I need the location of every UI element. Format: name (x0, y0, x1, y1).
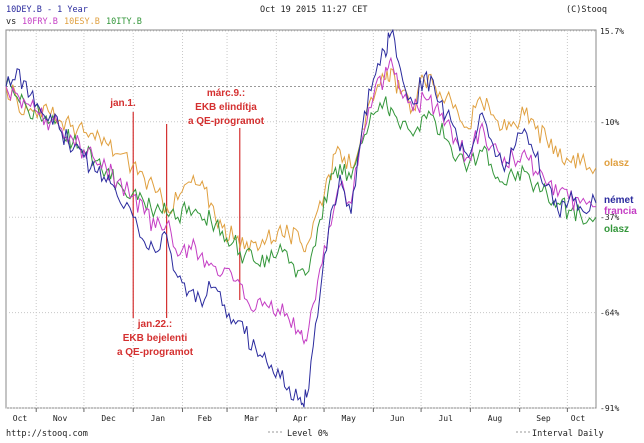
series-line-esy (5, 68, 597, 253)
x-tick-label: Dec (101, 414, 116, 423)
y-tick-label: -64% (600, 309, 619, 318)
y-tick-label: -91% (600, 404, 619, 413)
annotation-jan22-line3: a QE-programot (117, 347, 194, 358)
x-tick-label: Oct (13, 414, 28, 423)
annotation-jan1: jan.1. (109, 98, 136, 109)
grid (6, 30, 596, 409)
series-line-dey (5, 28, 597, 408)
right-label-olasz-bottom: olasz (604, 224, 629, 235)
x-tick-label: Nov (53, 414, 68, 423)
x-tick-label: Jan (151, 414, 166, 423)
series-line-fry (5, 56, 597, 345)
x-tick-label: Mar (244, 414, 259, 423)
compare-series-esy: 10ESY.B (64, 17, 100, 27)
x-tick-label: Jul (438, 414, 453, 423)
footer-site: http://stooq.com (6, 429, 88, 439)
x-tick-label: May (341, 414, 356, 423)
series-line-ity (5, 76, 597, 278)
annotation-jan22-line1: jan.22.: (137, 319, 172, 330)
y-axis-ticks: 15.7% -10% -37% -64% -91% (600, 27, 624, 413)
y-tick-label: -37% (600, 213, 619, 222)
footer-level: Level 0% (287, 429, 328, 439)
right-label-francia: francia (604, 206, 637, 217)
vs-label: vs (6, 17, 16, 27)
x-tick-label: Jun (390, 414, 405, 423)
annotation-jan22-line2: EKB bejelenti (123, 333, 188, 344)
x-tick-label: Aug (488, 414, 503, 423)
x-tick-label: Oct (571, 414, 586, 423)
y-tick-label: -10% (600, 118, 619, 127)
footer-interval: Interval Daily (532, 429, 604, 439)
x-tick-label: Apr (293, 414, 308, 423)
annotation-lines (132, 112, 241, 318)
compare-series-ity: 10ITY.B (106, 17, 142, 27)
annotation-marc9-line2: EKB elindítja (195, 102, 257, 113)
right-label-nemet: német (604, 195, 634, 206)
x-tick-label: Feb (198, 414, 213, 423)
copyright: (C)Stooq (566, 5, 607, 15)
right-label-olasz-top: olasz (604, 158, 629, 169)
timestamp: Oct 19 2015 11:27 CET (260, 5, 367, 15)
series-lines (5, 28, 597, 408)
annotation-marc9-line1: márc.9.: (207, 88, 245, 99)
x-axis-ticks: Oct Nov Dec Jan Feb Mar Apr May Jun Jul Aug Sep Oct (13, 408, 586, 423)
annotation-marc9-line3: a QE-programot (188, 116, 265, 127)
main-series-label: 10DEY.B - 1 Year (6, 5, 88, 15)
compare-series-fry: 10FRY.B (22, 17, 58, 27)
x-tick-label: Sep (536, 414, 551, 423)
y-tick-label: 15.7% (600, 27, 624, 36)
